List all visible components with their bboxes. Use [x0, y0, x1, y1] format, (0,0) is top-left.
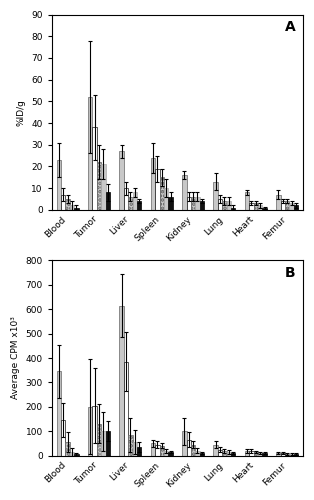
- Bar: [258, 452, 263, 456]
- Bar: [128, 197, 133, 210]
- Bar: [195, 197, 200, 210]
- Bar: [133, 442, 137, 456]
- Bar: [191, 444, 195, 456]
- Bar: [218, 199, 222, 210]
- Bar: [119, 152, 124, 210]
- Bar: [187, 440, 191, 456]
- Bar: [294, 454, 298, 456]
- Bar: [97, 424, 101, 456]
- Bar: [285, 201, 290, 210]
- Bar: [97, 162, 101, 210]
- Bar: [281, 453, 285, 456]
- Bar: [214, 182, 218, 210]
- Bar: [57, 372, 61, 456]
- Bar: [124, 362, 128, 456]
- Bar: [249, 204, 254, 210]
- Bar: [290, 454, 294, 456]
- Bar: [187, 197, 191, 210]
- Bar: [155, 444, 160, 456]
- Bar: [294, 206, 298, 210]
- Bar: [276, 453, 281, 456]
- Bar: [74, 208, 78, 210]
- Bar: [168, 452, 173, 456]
- Bar: [151, 444, 155, 456]
- Text: B: B: [285, 266, 295, 280]
- Bar: [65, 199, 70, 210]
- Bar: [195, 451, 200, 456]
- Bar: [276, 194, 281, 210]
- Bar: [101, 164, 106, 210]
- Bar: [182, 432, 187, 456]
- Bar: [249, 451, 254, 456]
- Bar: [151, 158, 155, 210]
- Bar: [101, 432, 106, 456]
- Bar: [263, 208, 267, 210]
- Bar: [227, 452, 231, 456]
- Bar: [133, 192, 137, 210]
- Bar: [285, 454, 290, 456]
- Bar: [160, 446, 164, 456]
- Bar: [70, 452, 74, 456]
- Bar: [263, 453, 267, 456]
- Bar: [119, 306, 124, 456]
- Bar: [61, 420, 65, 456]
- Bar: [231, 453, 236, 456]
- Bar: [258, 206, 263, 210]
- Bar: [231, 208, 236, 210]
- Bar: [57, 160, 61, 210]
- Bar: [214, 444, 218, 456]
- Y-axis label: %ID/g: %ID/g: [17, 99, 26, 126]
- Bar: [137, 447, 141, 456]
- Bar: [254, 204, 258, 210]
- Bar: [92, 128, 97, 210]
- Y-axis label: Average CPM x10³: Average CPM x10³: [11, 316, 20, 400]
- Bar: [61, 194, 65, 210]
- Bar: [164, 188, 168, 210]
- Bar: [281, 201, 285, 210]
- Bar: [200, 453, 204, 456]
- Bar: [155, 168, 160, 210]
- Bar: [65, 442, 70, 456]
- Bar: [222, 451, 227, 456]
- Bar: [182, 175, 187, 210]
- Bar: [106, 432, 110, 456]
- Bar: [227, 201, 231, 210]
- Bar: [128, 435, 133, 456]
- Bar: [191, 197, 195, 210]
- Bar: [168, 197, 173, 210]
- Bar: [88, 407, 92, 456]
- Bar: [70, 206, 74, 210]
- Text: A: A: [284, 20, 295, 34]
- Bar: [200, 201, 204, 210]
- Bar: [245, 451, 249, 456]
- Bar: [137, 201, 141, 210]
- Bar: [290, 204, 294, 210]
- Bar: [222, 201, 227, 210]
- Bar: [254, 452, 258, 456]
- Bar: [74, 454, 78, 456]
- Bar: [218, 450, 222, 456]
- Bar: [106, 192, 110, 210]
- Bar: [124, 188, 128, 210]
- Bar: [92, 406, 97, 456]
- Bar: [88, 97, 92, 210]
- Bar: [164, 451, 168, 456]
- Bar: [160, 178, 164, 210]
- Bar: [245, 192, 249, 210]
